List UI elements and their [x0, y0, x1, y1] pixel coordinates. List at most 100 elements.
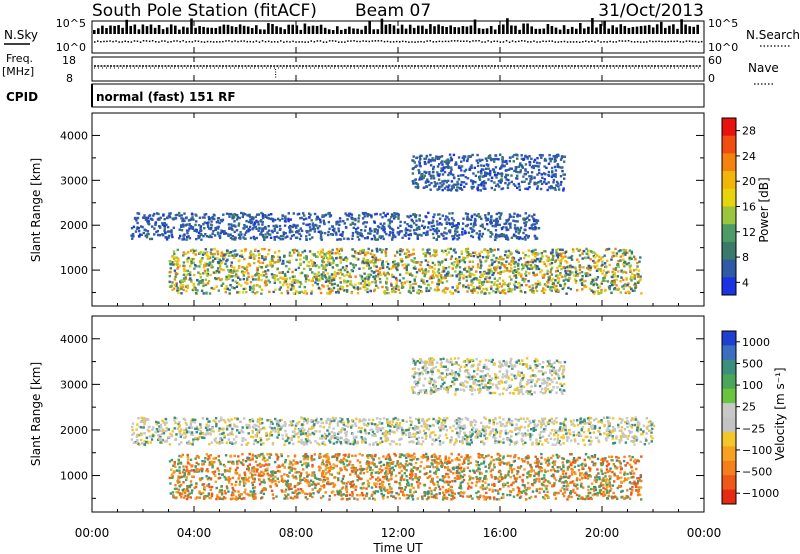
heatmap-cell [457, 178, 461, 181]
heatmap-cell [564, 259, 567, 263]
heatmap-cell [554, 469, 557, 473]
heatmap-cell [202, 282, 205, 285]
heatmap-cell [241, 291, 245, 294]
heatmap-cell [505, 227, 508, 230]
heatmap-cell [351, 234, 354, 237]
heatmap-cell [228, 292, 231, 295]
heatmap-cell [309, 228, 312, 232]
heatmap-cell [241, 272, 245, 275]
heatmap-cell [590, 280, 594, 284]
heatmap-cell [560, 166, 563, 169]
heatmap-cell [244, 287, 247, 290]
heatmap-cell [225, 485, 229, 488]
heatmap-cell [239, 230, 242, 234]
noise-search-point [456, 40, 459, 42]
heatmap-cell [370, 261, 374, 264]
noise-sky-bar [259, 29, 262, 34]
heatmap-cell [515, 276, 518, 279]
heatmap-cell [540, 182, 544, 186]
heatmap-cell [528, 182, 531, 185]
heatmap-cell [423, 225, 427, 229]
heatmap-cell [216, 231, 220, 234]
heatmap-cell [177, 491, 180, 494]
heatmap-cell [273, 275, 277, 278]
heatmap-cell [537, 165, 540, 168]
heatmap-cell [530, 266, 533, 269]
heatmap-cell [233, 287, 236, 290]
heatmap-cell [461, 470, 464, 473]
heatmap-cell [185, 229, 189, 232]
heatmap-cell [232, 275, 235, 278]
noise-search-point [463, 40, 465, 42]
heatmap-cell [435, 232, 439, 235]
heatmap-cell [576, 487, 579, 490]
heatmap-cell [418, 214, 421, 217]
heatmap-cell [243, 271, 246, 274]
noise-search-point [514, 41, 517, 43]
heatmap-cell [490, 221, 493, 225]
heatmap-cell [325, 276, 328, 280]
heatmap-cell [520, 164, 523, 167]
noise-sky-bar [692, 26, 695, 34]
heatmap-cell [365, 251, 368, 254]
heatmap-cell [393, 480, 397, 483]
heatmap-cell [329, 473, 332, 476]
heatmap-cell [578, 254, 582, 257]
heatmap-cell [530, 250, 533, 253]
heatmap-cell [638, 479, 642, 482]
heatmap-cell [479, 183, 483, 186]
noise-search-point [283, 41, 285, 43]
heatmap-cell [400, 230, 403, 233]
heatmap-cell [204, 233, 207, 236]
heatmap-cell [561, 275, 564, 279]
heatmap-cell [362, 222, 365, 225]
noise-sky-bar [161, 29, 165, 34]
heatmap-cell [485, 219, 488, 222]
heatmap-cell [143, 228, 146, 231]
heatmap-cell [462, 181, 466, 184]
noise-search-point [167, 41, 169, 43]
heatmap-cell [260, 248, 264, 251]
heatmap-cell [177, 259, 180, 262]
heatmap-cell [494, 166, 498, 169]
heatmap-cell [411, 219, 414, 223]
heatmap-cell [345, 485, 348, 488]
heatmap-cell [300, 283, 303, 286]
heatmap-cell [251, 278, 255, 281]
heatmap-cell [207, 264, 211, 267]
heatmap-cell [237, 477, 240, 480]
noise-sky-bar [461, 26, 465, 34]
heatmap-cell [513, 262, 516, 265]
heatmap-cell [444, 227, 447, 230]
noise-search-point [478, 40, 480, 42]
heatmap-cell [270, 273, 274, 276]
heatmap-cell [580, 278, 583, 281]
heatmap-cell [436, 188, 439, 191]
heatmap-cell [382, 271, 386, 274]
heatmap-cell [347, 212, 351, 215]
heatmap-cell [395, 262, 398, 266]
heatmap-cell [191, 216, 194, 219]
heatmap-cell [423, 160, 427, 164]
heatmap-cell [520, 283, 523, 287]
heatmap-cell [319, 496, 323, 500]
heatmap-cell [252, 288, 256, 291]
heatmap-cell [217, 469, 220, 472]
heatmap-cell [612, 267, 615, 271]
heatmap-cell [361, 279, 365, 283]
heatmap-cell [433, 254, 437, 258]
heatmap-cell [257, 223, 260, 226]
heatmap-cell [508, 213, 512, 216]
heatmap-cell [463, 185, 466, 188]
heatmap-cell [546, 259, 549, 262]
heatmap-cell [376, 258, 380, 262]
heatmap-cell [476, 255, 480, 259]
heatmap-cell [435, 470, 438, 473]
heatmap-cell [578, 264, 581, 267]
heatmap-cell [272, 290, 275, 294]
heatmap-cell [427, 211, 430, 215]
heatmap-cell [410, 253, 413, 256]
heatmap-cell [209, 227, 212, 231]
noise-sky-bar [153, 27, 157, 34]
heatmap-cell [264, 279, 267, 283]
